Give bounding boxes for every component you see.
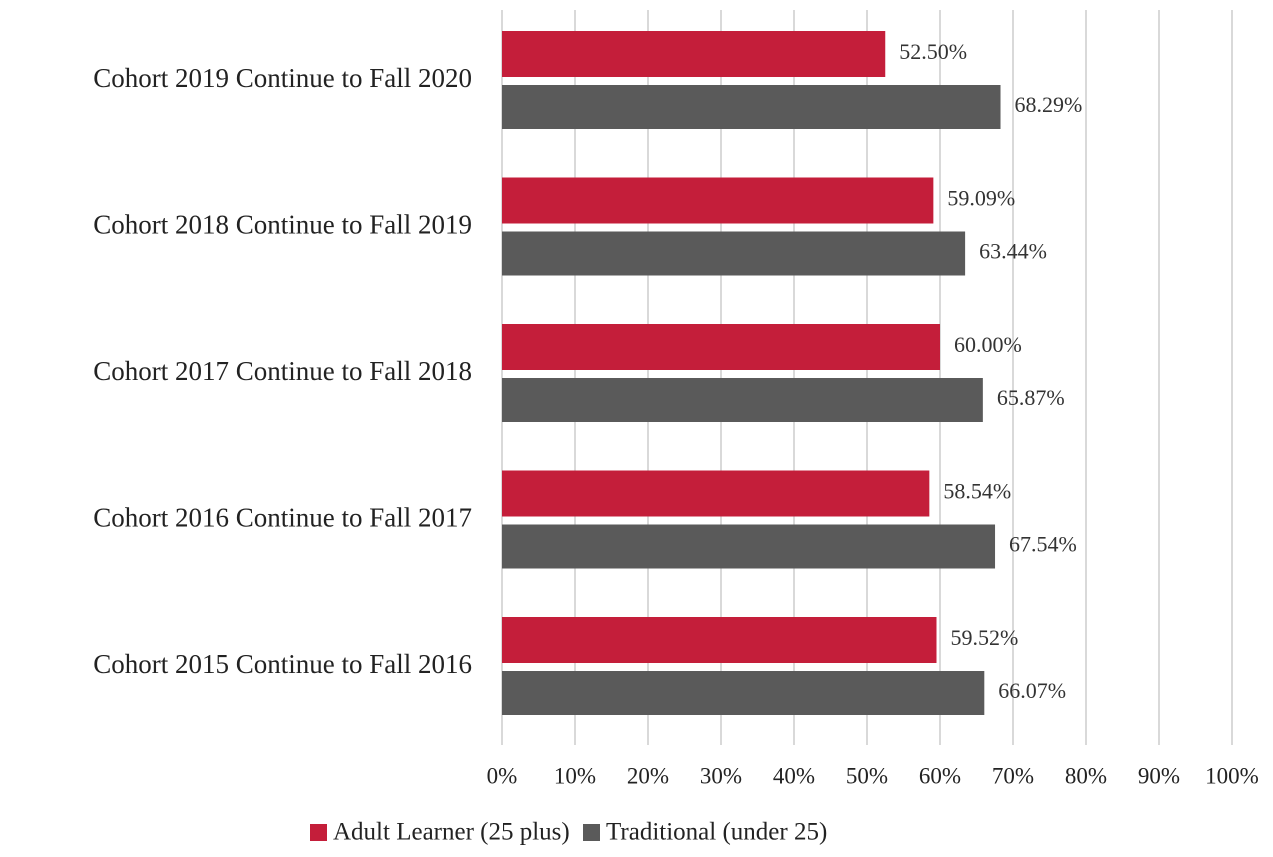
value-label: 66.07% xyxy=(998,678,1066,703)
category-label: Cohort 2018 Continue to Fall 2019 xyxy=(93,210,472,240)
x-tick-label: 70% xyxy=(992,763,1034,788)
bar xyxy=(502,671,985,715)
x-tick-label: 50% xyxy=(846,763,888,788)
value-label: 67.54% xyxy=(1009,532,1077,557)
bar xyxy=(502,470,930,517)
legend-label: Traditional (under 25) xyxy=(606,819,827,846)
x-tick-label: 60% xyxy=(919,763,961,788)
bar xyxy=(502,31,886,77)
bar xyxy=(502,524,996,569)
category-label: Cohort 2017 Continue to Fall 2018 xyxy=(93,356,472,386)
category-label: Cohort 2019 Continue to Fall 2020 xyxy=(93,63,472,93)
bar xyxy=(502,378,983,422)
bar xyxy=(502,85,1001,129)
legend-label: Adult Learner (25 plus) xyxy=(333,819,570,846)
x-tick-label: 30% xyxy=(700,763,742,788)
legend-swatch xyxy=(583,824,600,841)
bar xyxy=(502,231,966,276)
x-tick-label: 20% xyxy=(627,763,669,788)
value-label: 60.00% xyxy=(954,332,1022,357)
x-tick-label: 80% xyxy=(1065,763,1107,788)
bar xyxy=(502,324,940,370)
value-label: 58.54% xyxy=(943,479,1011,504)
x-tick-label: 10% xyxy=(554,763,596,788)
value-label: 52.50% xyxy=(899,39,967,64)
category-label: Cohort 2016 Continue to Fall 2017 xyxy=(93,503,472,533)
value-label: 68.29% xyxy=(1015,92,1083,117)
x-tick-label: 90% xyxy=(1138,763,1180,788)
x-tick-label: 40% xyxy=(773,763,815,788)
category-label: Cohort 2015 Continue to Fall 2016 xyxy=(93,649,472,679)
bar xyxy=(502,177,934,224)
bar xyxy=(502,617,937,663)
value-label: 65.87% xyxy=(997,385,1065,410)
value-label: 59.52% xyxy=(950,625,1018,650)
value-label: 59.09% xyxy=(947,186,1015,211)
x-tick-label: 0% xyxy=(487,763,518,788)
x-tick-label: 100% xyxy=(1205,763,1259,788)
value-label: 63.44% xyxy=(979,239,1047,264)
legend-swatch xyxy=(310,824,327,841)
